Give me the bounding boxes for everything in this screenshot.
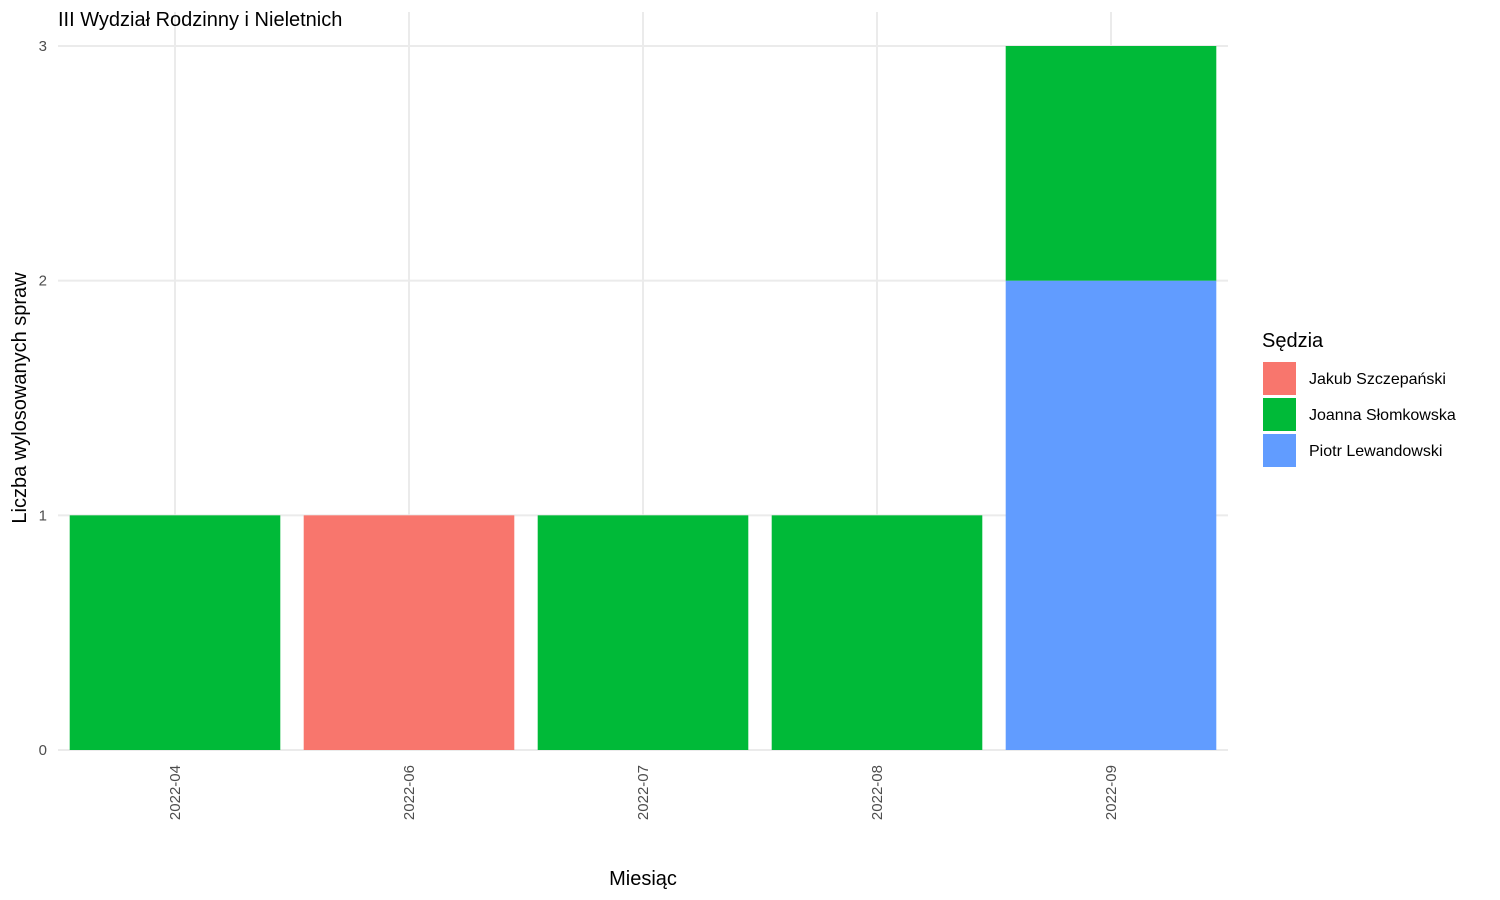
x-axis-title: Miesiąc <box>609 868 677 890</box>
y-tick-label: 3 <box>39 38 47 55</box>
y-axis-ticks: 0 1 2 3 <box>39 38 47 759</box>
legend-label: Jakub Szczepański <box>1309 371 1446 388</box>
bar-segment <box>1005 46 1217 281</box>
legend-swatch <box>1263 362 1296 395</box>
y-axis-title: Liczba wylosowanych spraw <box>9 272 31 524</box>
x-tick-label: 2022-04 <box>167 765 184 820</box>
bar-segment <box>1005 280 1217 750</box>
legend-label: Piotr Lewandowski <box>1309 443 1442 460</box>
x-tick-label: 2022-06 <box>401 765 418 820</box>
x-tick-label: 2022-08 <box>869 765 886 820</box>
x-tick-label: 2022-07 <box>635 765 652 820</box>
chart-title: III Wydział Rodzinny i Nieletnich <box>58 9 342 31</box>
x-axis-ticks: 2022-04 2022-06 2022-07 2022-08 2022-09 <box>167 765 1120 820</box>
legend-label: Joanna Słomkowska <box>1309 407 1456 424</box>
bar-segment <box>771 515 983 750</box>
bar-segment <box>537 515 749 750</box>
legend-swatch <box>1263 434 1296 467</box>
legend-swatch <box>1263 398 1296 431</box>
legend: Sędzia Jakub Szczepański Joanna Słomkowsk… <box>1262 330 1456 467</box>
y-tick-label: 0 <box>39 742 47 759</box>
bar-segment <box>69 515 281 750</box>
legend-title: Sędzia <box>1262 330 1324 352</box>
y-tick-label: 2 <box>39 273 47 290</box>
y-tick-label: 1 <box>39 507 47 524</box>
bars <box>69 46 1217 750</box>
x-tick-label: 2022-09 <box>1103 765 1120 820</box>
bar-segment <box>303 515 515 750</box>
